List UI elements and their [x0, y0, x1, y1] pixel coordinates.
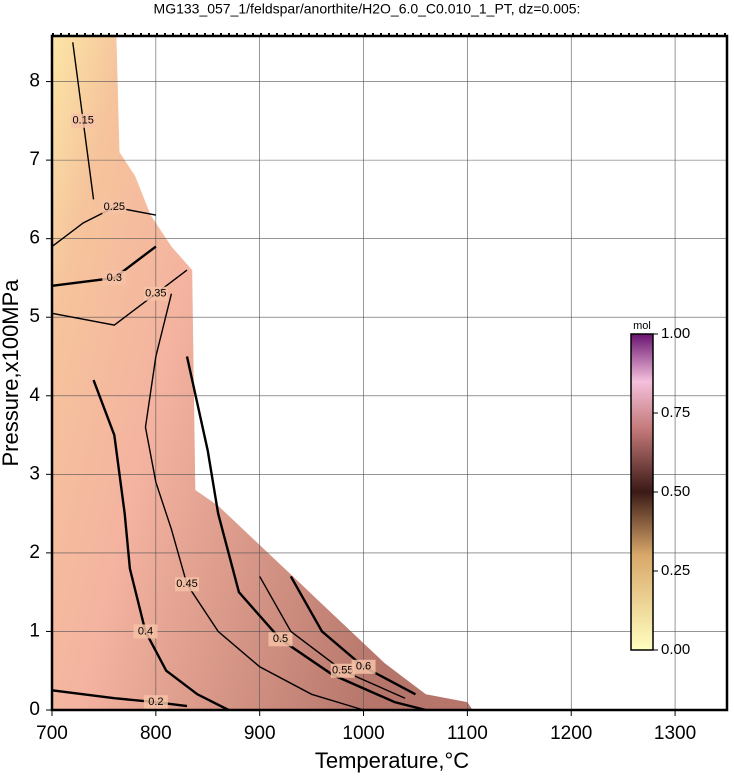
contour-line [289, 575, 417, 696]
y-tick-label: 7 [29, 149, 40, 170]
contour-label: 0.5 [273, 633, 288, 645]
contour-label: 0.55 [332, 665, 353, 677]
y-tick-label: 6 [29, 228, 40, 249]
contour-label: 0.25 [104, 201, 125, 213]
contour-label-bg [330, 663, 355, 678]
colorbar-tick-label: 1.00 [661, 325, 690, 342]
x-axis-label: Temperature,°C [315, 748, 469, 773]
contour-line [144, 293, 364, 711]
x-tick-label: 1200 [550, 723, 592, 744]
colorbar-tick-label: 0.00 [661, 641, 690, 658]
x-tick-label: 900 [244, 723, 276, 744]
contour-label: 0.4 [138, 625, 153, 637]
y-axis-label: Pressure,x100MPa [0, 279, 23, 467]
contour-label: 0.45 [176, 578, 197, 590]
contour-label-bg [102, 270, 127, 285]
colorbar-tick-label: 0.50 [661, 483, 690, 500]
contour-label: 0.15 [72, 115, 93, 127]
contour-label-bg [351, 659, 376, 674]
x-tick-label: 800 [140, 723, 172, 744]
y-tick-label: 3 [29, 463, 40, 484]
data-region [52, 36, 473, 710]
contour-label: 0.2 [148, 696, 163, 708]
colorbar-tick-label: 0.75 [661, 404, 690, 421]
contour-line [51, 206, 156, 248]
colorbar [630, 333, 654, 651]
y-tick-label: 1 [29, 620, 40, 641]
contour-line [51, 269, 188, 326]
contour-label-bg [143, 286, 168, 301]
chart-title: MG133_057_1/feldspar/anorthite/H2O_6.0_C… [154, 1, 581, 17]
contour-label: 0.35 [145, 288, 166, 300]
x-tick-label: 1000 [342, 723, 384, 744]
contour-line [72, 42, 95, 200]
contour-label-bg [133, 624, 158, 639]
contour-label-bg [102, 200, 127, 215]
y-tick-label: 0 [29, 699, 40, 720]
plot-frame [50, 34, 729, 712]
y-tick-label: 2 [29, 542, 40, 563]
contour-label: 0.3 [107, 272, 122, 284]
colorbar-tick-label: 0.25 [661, 562, 690, 579]
x-tick-label: 700 [36, 723, 68, 744]
contour-label-bg [143, 695, 168, 710]
y-tick-label: 5 [29, 306, 40, 327]
contour-label-bg [175, 577, 199, 592]
contour-label: 0.6 [356, 661, 371, 673]
contour-label-bg [71, 113, 96, 128]
colorbar-label: mol [633, 320, 651, 332]
y-tick-label: 4 [29, 385, 40, 406]
contour-line [185, 356, 427, 712]
contour-label-bg [268, 632, 293, 647]
x-tick-label: 1300 [654, 723, 696, 744]
y-tick-label: 8 [29, 71, 40, 92]
x-tick-label: 1100 [447, 723, 488, 744]
contour-line [259, 576, 406, 699]
contour-line [92, 379, 230, 712]
contour-line [51, 689, 188, 708]
